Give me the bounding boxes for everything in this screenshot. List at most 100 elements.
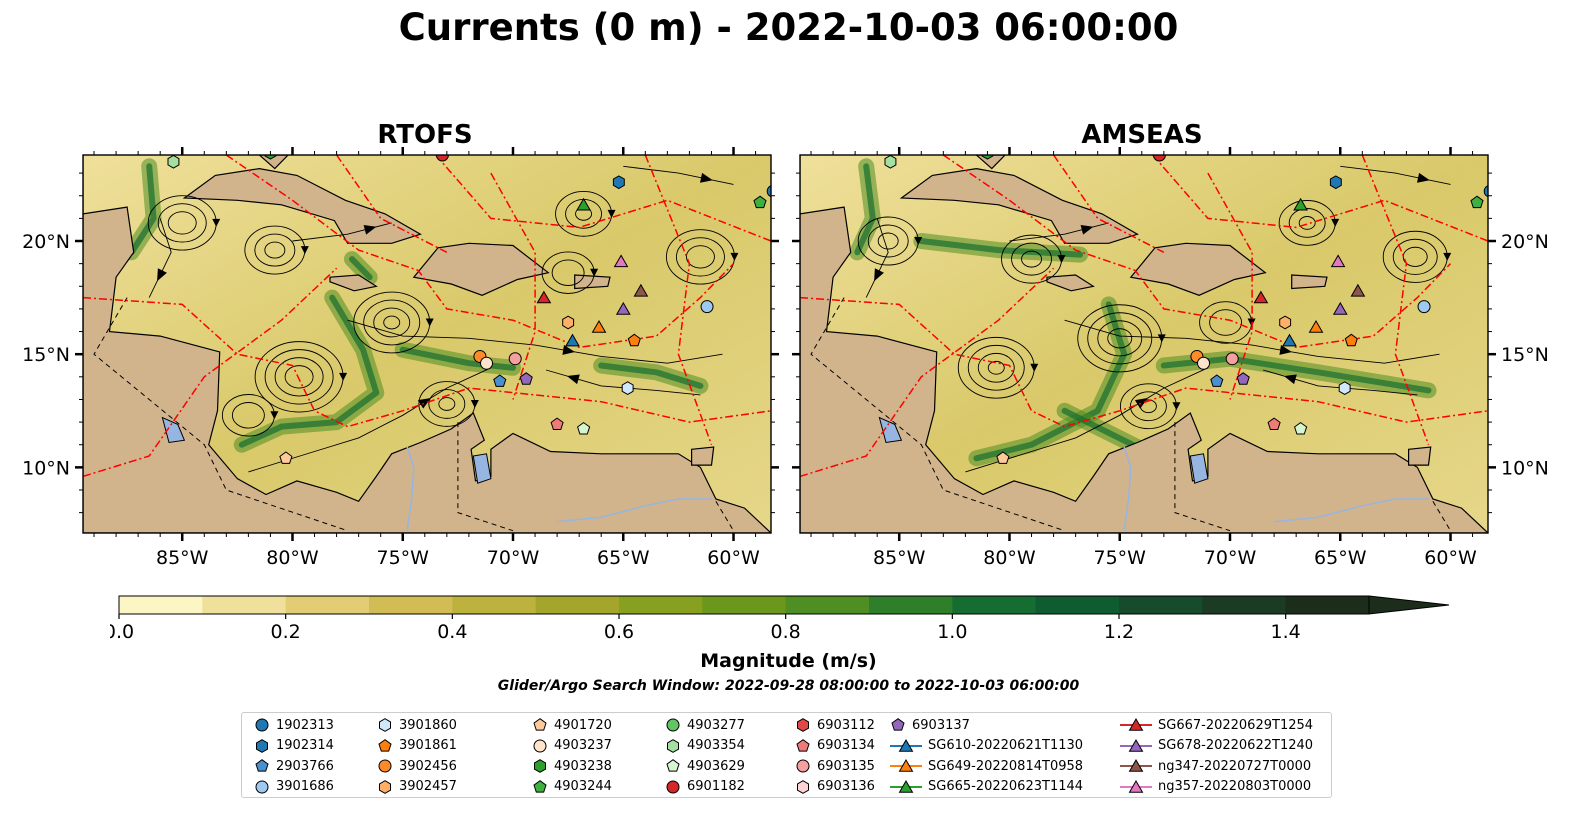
streamline: [1298, 216, 1316, 230]
legend-item: 3902456: [377, 756, 457, 776]
flow-arrow: [425, 318, 434, 327]
flow-arrow: [607, 209, 616, 218]
marker-1902313: [766, 185, 771, 198]
legend-item: 4903237: [532, 736, 612, 756]
legend-label: SG649-20220814T0958: [928, 758, 1084, 774]
legend-item: ng357-20220803T0000: [1120, 777, 1311, 797]
flow-arrow: [1417, 172, 1430, 183]
hexagon-marker-icon: [256, 738, 268, 753]
marker-3901860: [1338, 381, 1351, 395]
fast-current-core: [973, 301, 1128, 462]
marker-1902314: [612, 175, 625, 190]
marker-SG665-20220623T1144: [576, 197, 591, 211]
streamline: [685, 245, 715, 269]
legend-label: ng357-20220803T0000: [1158, 779, 1312, 794]
colorbar-tick-label: 0.0: [110, 621, 134, 640]
marker-4903244: [753, 195, 767, 209]
marker-SG678-20220622T1240: [615, 301, 631, 315]
marker-SG649-20220814T0958: [591, 319, 607, 333]
map-frame: [799, 154, 1489, 534]
fast-current-core: [349, 256, 373, 281]
triangle-marker-icon: [1120, 759, 1152, 772]
marker-3901686: [1417, 300, 1431, 314]
eez-boundary: [644, 155, 713, 445]
circle-marker-icon: [255, 718, 269, 732]
land-mass: [182, 167, 422, 244]
eez-boundary: [1361, 155, 1430, 445]
river: [557, 498, 712, 523]
border-line: [93, 297, 348, 532]
marker-4901720: [279, 451, 293, 464]
triangle-marker-icon: [1120, 779, 1152, 793]
legend-item: ng347-20220727T0000: [1120, 756, 1311, 776]
legend-label: SG665-20220623T1144: [928, 779, 1084, 794]
flow-arrow: [339, 372, 348, 381]
colorbar-tick-label: 0.8: [771, 621, 801, 640]
marker-6903135: [508, 352, 522, 366]
streamline: [675, 237, 725, 277]
streamline: [1129, 391, 1167, 422]
lake: [1189, 453, 1209, 484]
panel-title-rtofs: RTOFS: [377, 120, 473, 150]
eez-boundary: [490, 172, 536, 400]
streamline: [1209, 309, 1243, 336]
colorbar-tick-label: 1.2: [1104, 621, 1134, 640]
streamline: [428, 389, 466, 419]
hexagon-marker-icon: [379, 779, 391, 794]
marker-2903766: [1210, 374, 1224, 387]
flow-arrow: [700, 172, 713, 183]
colorbar-segment: [1285, 596, 1370, 614]
lon-tick-label: 70°W: [1204, 547, 1257, 569]
legend-item: 6903112: [795, 715, 875, 735]
legend-label: SG667-20220629T1254: [1158, 717, 1314, 733]
flow-arrow: [1443, 252, 1452, 261]
legend-item: 6901182: [665, 777, 745, 797]
legend-label: 6903135: [817, 758, 875, 774]
land-mass: [800, 155, 1488, 533]
lon-tick-label: 65°W: [1314, 547, 1367, 569]
land-mass: [1046, 274, 1095, 292]
legend-label: SG610-20220621T1130: [928, 738, 1084, 753]
flow-arrow: [914, 237, 923, 246]
marker-4903237: [1197, 356, 1211, 370]
lake: [878, 416, 903, 444]
legend-label: 4903237: [554, 738, 612, 753]
marker-1902313: [1483, 185, 1488, 198]
legend-item: 1902314: [254, 736, 334, 756]
streamline: [373, 307, 411, 338]
border-line: [457, 422, 514, 532]
marker-ng357-20220803T0000: [1330, 254, 1346, 268]
streamline: [965, 367, 1209, 473]
land-mass: [690, 446, 715, 466]
legend-label: 6903134: [817, 738, 875, 753]
eez-boundary: [1152, 155, 1488, 242]
colorbar-tick-label: 0.4: [437, 621, 467, 640]
legend-item: 4903238: [532, 756, 612, 776]
eez-boundary: [800, 267, 1055, 478]
colorbar-tick-label: 1.4: [1271, 621, 1301, 640]
land-mass: [975, 155, 1006, 170]
legend-label: 4903629: [687, 758, 745, 774]
legend-label: 2903766: [276, 758, 334, 774]
flow-arrow: [874, 268, 884, 282]
legend-label: 6903137: [912, 717, 970, 733]
streamline: [347, 319, 723, 364]
streamline: [1087, 312, 1153, 365]
streamline: [264, 349, 334, 405]
legend-label: 1902314: [276, 738, 334, 753]
legend-label: 1902313: [276, 717, 334, 733]
fast-current-core: [918, 238, 1084, 258]
marker-4903237: [480, 356, 494, 370]
pentagon-marker-icon: [533, 779, 547, 793]
amseas-map: 85°W 80°W 75°W 70°W 65°W 60°W 20°N 15°N 10°N: [792, 147, 1549, 569]
map-frame: [82, 154, 772, 534]
colorbar-segment: [619, 596, 703, 614]
eez-boundary: [800, 296, 1488, 428]
legend-label: 3901860: [399, 717, 457, 733]
flow-arrow: [1080, 225, 1094, 235]
colorbar-segment: [119, 596, 203, 614]
streamline: [1021, 250, 1042, 268]
streamline: [231, 402, 265, 429]
flow-arrow: [363, 225, 377, 235]
colorbar-frame: [118, 595, 1370, 615]
